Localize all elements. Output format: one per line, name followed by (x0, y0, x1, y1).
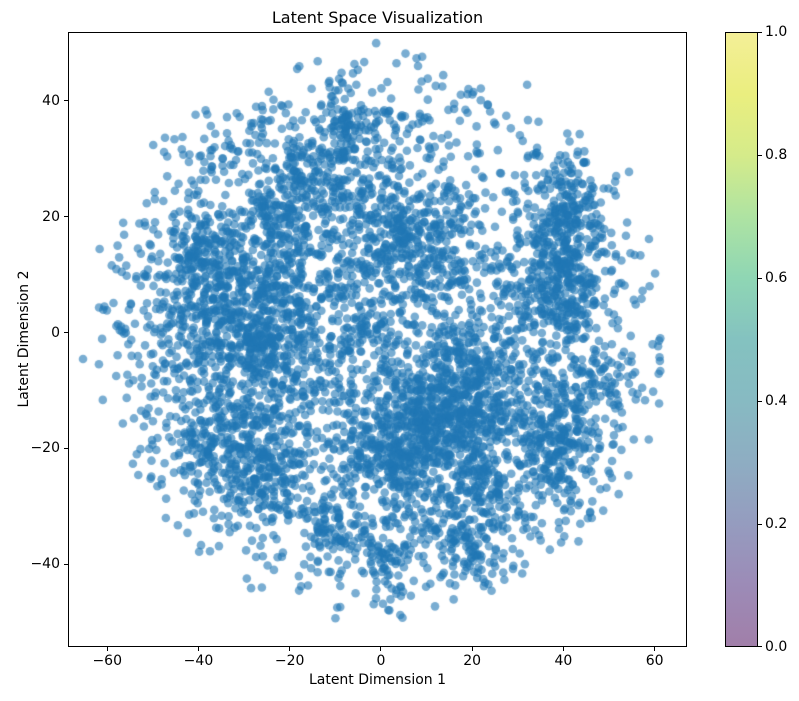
colorbar-tick-mark (758, 400, 762, 402)
colorbar-tick-label: 0.4 (765, 393, 788, 409)
plot-area (68, 32, 687, 647)
y-tick-label: 40 (42, 92, 60, 109)
colorbar-tick-mark (758, 277, 762, 279)
x-tick-label: −40 (183, 653, 214, 669)
x-tick-label: 20 (463, 653, 482, 669)
x-tick-mark (106, 647, 108, 651)
colorbar-tick-mark (758, 645, 762, 647)
y-tick-mark (64, 216, 68, 218)
x-tick-label: 0 (376, 653, 386, 669)
y-tick-mark (64, 563, 68, 565)
colorbar-tick-label: 0.0 (765, 639, 788, 655)
y-tick-label: 0 (51, 324, 60, 341)
scatter-points-canvas (69, 33, 686, 646)
x-tick-label: −20 (274, 653, 305, 669)
x-tick-mark (471, 647, 473, 651)
x-tick-label: 40 (554, 653, 573, 669)
x-tick-label: 60 (645, 653, 664, 669)
colorbar-tick-mark (758, 31, 762, 33)
colorbar-tick-label: 0.2 (765, 516, 788, 532)
y-tick-label: −40 (30, 556, 60, 573)
colorbar-tick-label: 0.8 (765, 147, 788, 163)
y-tick-mark (64, 447, 68, 449)
colorbar-tick-mark (758, 523, 762, 525)
y-tick-mark (64, 332, 68, 334)
colorbar-tick-mark (758, 154, 762, 156)
x-tick-mark (654, 647, 656, 651)
x-tick-mark (380, 647, 382, 651)
x-tick-mark (197, 647, 199, 651)
plot-title: Latent Space Visualization (271, 8, 484, 27)
y-tick-mark (64, 100, 68, 102)
colorbar-tick-label: 1.0 (765, 24, 788, 40)
x-tick-label: −60 (92, 653, 122, 669)
y-tick-label: 20 (42, 208, 60, 225)
colorbar-gradient (726, 33, 757, 646)
y-tick-label: −20 (30, 440, 60, 457)
colorbar (725, 32, 758, 647)
y-axis-label: Latent Dimension 2 (16, 270, 32, 408)
x-axis-label: Latent Dimension 1 (308, 672, 447, 688)
colorbar-tick-label: 0.6 (765, 270, 788, 286)
x-tick-mark (289, 647, 291, 651)
x-tick-mark (562, 647, 564, 651)
